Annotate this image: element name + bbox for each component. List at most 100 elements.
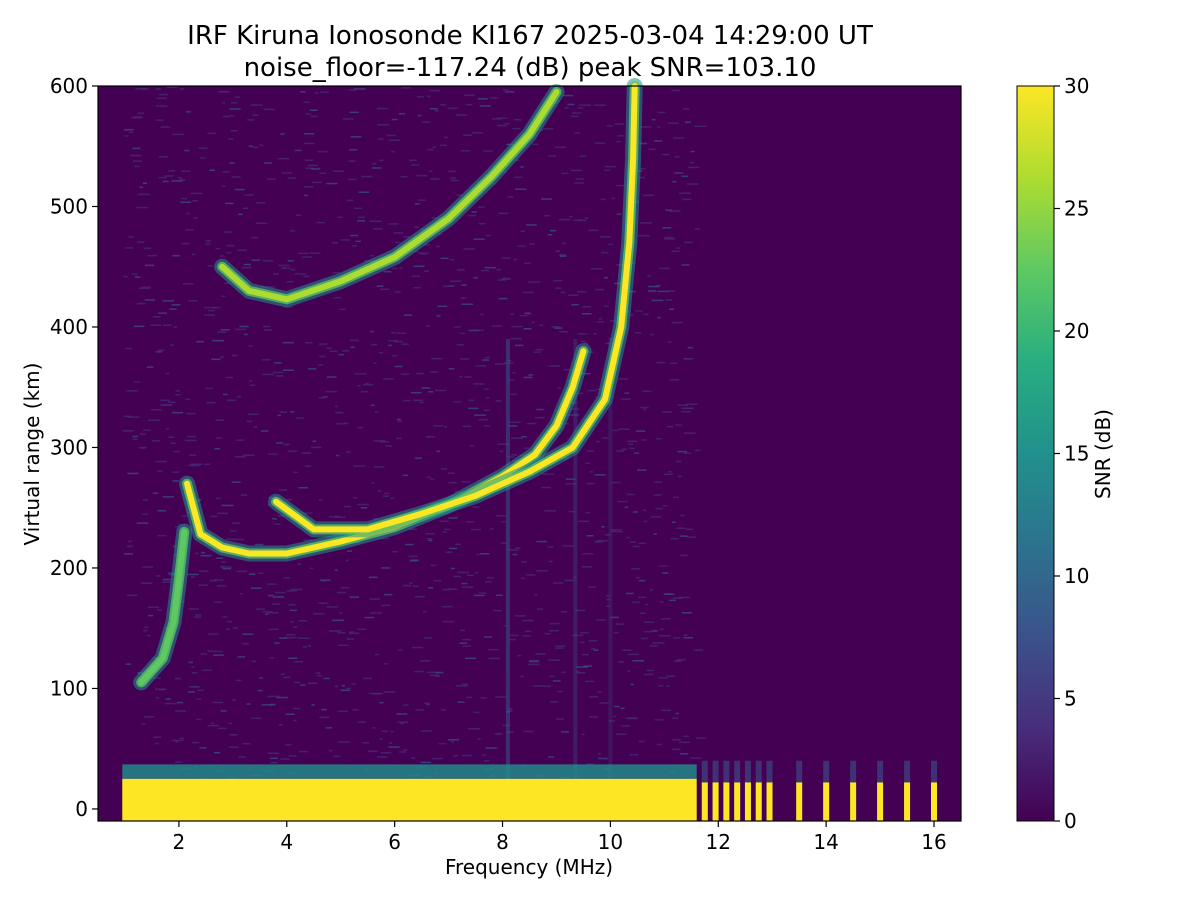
noise-pixel	[191, 672, 198, 674]
noise-pixel	[318, 602, 329, 604]
noise-pixel	[349, 632, 360, 635]
noise-pixel	[588, 229, 599, 232]
noise-pixel	[170, 344, 175, 346]
noise-pixel	[234, 456, 246, 458]
noise-pixel	[139, 186, 143, 189]
noise-pixel	[393, 232, 404, 234]
noise-pixel	[345, 559, 349, 562]
noise-pixel	[304, 186, 314, 188]
noise-pixel	[182, 283, 194, 285]
noise-pixel	[595, 288, 605, 291]
noise-pixel	[673, 137, 684, 139]
noise-pixel	[253, 426, 257, 428]
noise-pixel	[484, 409, 490, 411]
noise-pixel	[672, 181, 677, 183]
noise-pixel	[466, 574, 474, 577]
noise-pixel	[290, 621, 295, 623]
noise-pixel	[200, 653, 207, 655]
noise-pixel	[373, 440, 386, 442]
noise-pixel	[309, 109, 318, 111]
noise-pixel	[155, 460, 167, 463]
noise-pixel	[574, 392, 584, 395]
noise-pixel	[172, 471, 180, 473]
noise-pixel	[575, 178, 584, 180]
noise-pixel	[620, 707, 625, 710]
noise-pixel	[363, 383, 374, 386]
noise-pixel	[304, 159, 313, 161]
echo-trace-core	[219, 89, 560, 303]
chart-subtitle: noise_floor=-117.24 (dB) peak SNR=103.10	[244, 53, 817, 83]
noise-pixel	[616, 450, 625, 452]
noise-pixel	[495, 400, 502, 402]
noise-pixel	[589, 696, 599, 698]
noise-pixel	[156, 97, 167, 99]
noise-pixel	[659, 635, 671, 637]
noise-pixel	[643, 621, 655, 623]
noise-pixel	[212, 339, 224, 342]
noise-pixel	[311, 446, 322, 449]
noise-pixel	[400, 176, 408, 178]
noise-pixel	[583, 342, 588, 345]
noise-pixel	[225, 202, 234, 205]
noise-pixel	[601, 251, 609, 254]
noise-pixel	[578, 219, 587, 222]
noise-pixel	[689, 161, 695, 164]
noise-pixel	[199, 747, 207, 749]
noise-pixel	[681, 264, 690, 266]
noise-pixel	[384, 593, 393, 596]
noise-pixel	[229, 734, 238, 736]
noise-pixel	[357, 426, 364, 429]
noise-pixel	[676, 659, 686, 661]
noise-pixel	[215, 437, 222, 439]
noise-pixel	[450, 741, 455, 743]
noise-pixel	[231, 481, 241, 483]
noise-pixel	[338, 353, 345, 356]
noise-pixel	[463, 134, 473, 136]
noise-pixel	[617, 500, 628, 503]
noise-pixel	[555, 250, 560, 252]
noise-pixel	[205, 243, 211, 245]
noise-pixel	[190, 192, 203, 195]
noise-pixel	[272, 371, 284, 374]
noise-pixel	[143, 429, 151, 431]
noise-pixel	[241, 642, 249, 645]
noise-pixel	[206, 401, 216, 404]
noise-pixel	[456, 344, 464, 346]
noise-pixel	[319, 172, 326, 174]
noise-pixel	[420, 253, 427, 255]
noise-pixel	[581, 313, 592, 315]
noise-pixel	[235, 328, 247, 331]
noise-pixel	[497, 124, 507, 127]
noise-pixel	[682, 198, 692, 201]
noise-pixel	[436, 315, 441, 317]
noise-pixel	[287, 657, 298, 659]
noise-pixel	[547, 155, 557, 157]
noise-pixel	[435, 245, 440, 248]
noise-pixel	[456, 194, 463, 196]
noise-pixel	[424, 702, 430, 705]
noise-pixel	[398, 649, 403, 651]
noise-pixel	[290, 411, 295, 413]
noise-pixel	[198, 570, 209, 572]
noise-pixel	[374, 411, 379, 413]
noise-pixel	[596, 539, 608, 542]
noise-pixel	[507, 456, 515, 458]
noise-pixel	[601, 526, 605, 528]
noise-pixel	[287, 267, 291, 269]
noise-pixel	[315, 672, 321, 674]
noise-pixel	[414, 595, 425, 598]
noise-pixel	[405, 543, 414, 546]
noise-pixel	[231, 176, 241, 178]
noise-pixel	[510, 313, 515, 315]
noise-pixel	[162, 496, 174, 498]
x-tick-label: 10	[598, 830, 623, 854]
noise-pixel	[431, 357, 443, 360]
noise-pixel	[381, 604, 391, 607]
noise-pixel	[429, 170, 433, 172]
noise-pixel	[334, 296, 342, 299]
noise-pixel	[265, 613, 269, 615]
noise-pixel	[246, 703, 251, 705]
noise-pixel	[511, 437, 523, 439]
noise-pixel	[377, 537, 389, 540]
noise-pixel	[350, 346, 355, 348]
